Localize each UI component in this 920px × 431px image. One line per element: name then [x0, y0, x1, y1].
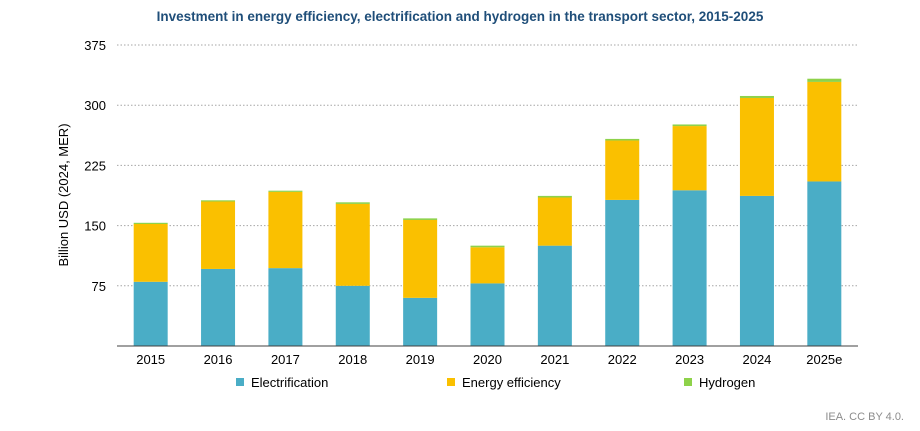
bar-electrification [605, 199, 640, 346]
bar-electrification [335, 285, 370, 346]
y-tick-label: 375 [84, 38, 106, 53]
gridlines [117, 44, 858, 287]
bar-energy-efficiency [537, 197, 572, 246]
bar-hydrogen [672, 124, 707, 127]
x-tick-label: 2018 [338, 352, 367, 367]
bar-electrification [133, 281, 168, 346]
x-tick-labels: 2015 2016 2017 2018 2019 2020 2021 2022 2023 2024… [136, 352, 842, 367]
bar-hydrogen [605, 138, 640, 141]
bar-electrification [201, 268, 236, 346]
chart-title: Investment in energy efficiency, electri… [156, 9, 764, 24]
bar-energy-efficiency [739, 97, 774, 196]
y-tick-label: 225 [84, 158, 106, 173]
legend-label-hydrogen: Hydrogen [699, 375, 755, 390]
x-tick-label: 2016 [204, 352, 233, 367]
x-tick-label: 2022 [608, 352, 637, 367]
bar-hydrogen [807, 78, 842, 82]
x-tick-label: 2024 [742, 352, 771, 367]
bar-hydrogen [335, 202, 370, 204]
legend-label-energy-efficiency: Energy efficiency [462, 375, 561, 390]
bar-electrification [403, 297, 438, 346]
bar-energy-efficiency [201, 201, 236, 269]
bar-hydrogen [268, 190, 303, 192]
bar-electrification [470, 283, 505, 346]
x-tick-label: 2017 [271, 352, 300, 367]
bar-hydrogen [133, 222, 168, 224]
x-tick-label: 2020 [473, 352, 502, 367]
bar-energy-efficiency [807, 81, 842, 182]
bar-hydrogen [739, 95, 774, 98]
legend-swatch-electrification [236, 378, 244, 386]
y-axis-label: Billion USD (2024, MER) [56, 123, 71, 266]
x-tick-label: 2023 [675, 352, 704, 367]
y-tick-label: 75 [92, 279, 106, 294]
bar-energy-efficiency [403, 219, 438, 298]
x-tick-label: 2019 [406, 352, 435, 367]
bar-energy-efficiency [268, 191, 303, 269]
bar-energy-efficiency [470, 247, 505, 284]
bar-electrification [807, 181, 842, 346]
bar-energy-efficiency [672, 126, 707, 191]
bar-hydrogen [201, 200, 236, 202]
x-tick-label: 2015 [136, 352, 165, 367]
bar-energy-efficiency [133, 223, 168, 282]
bar-energy-efficiency [605, 140, 640, 200]
legend: Electrification Energy efficiency Hydrogen [236, 375, 755, 390]
bars-group [133, 78, 842, 346]
bar-electrification [672, 190, 707, 346]
bar-electrification [268, 268, 303, 346]
y-tick-label: 300 [84, 98, 106, 113]
y-tick-labels: 75 150 225 300 375 [84, 38, 106, 294]
y-tick-label: 150 [84, 219, 106, 234]
legend-swatch-hydrogen [684, 378, 692, 386]
bar-electrification [537, 245, 572, 346]
bar-electrification [739, 195, 774, 346]
bar-energy-efficiency [335, 203, 370, 286]
bar-hydrogen [403, 218, 438, 220]
footer-credit: IEA. CC BY 4.0. [825, 411, 904, 423]
legend-label-electrification: Electrification [251, 375, 328, 390]
x-tick-label: 2025e [806, 352, 842, 367]
legend-swatch-energy-efficiency [447, 378, 455, 386]
x-tick-label: 2021 [540, 352, 569, 367]
bar-hydrogen [537, 195, 572, 198]
bar-hydrogen [470, 245, 505, 248]
